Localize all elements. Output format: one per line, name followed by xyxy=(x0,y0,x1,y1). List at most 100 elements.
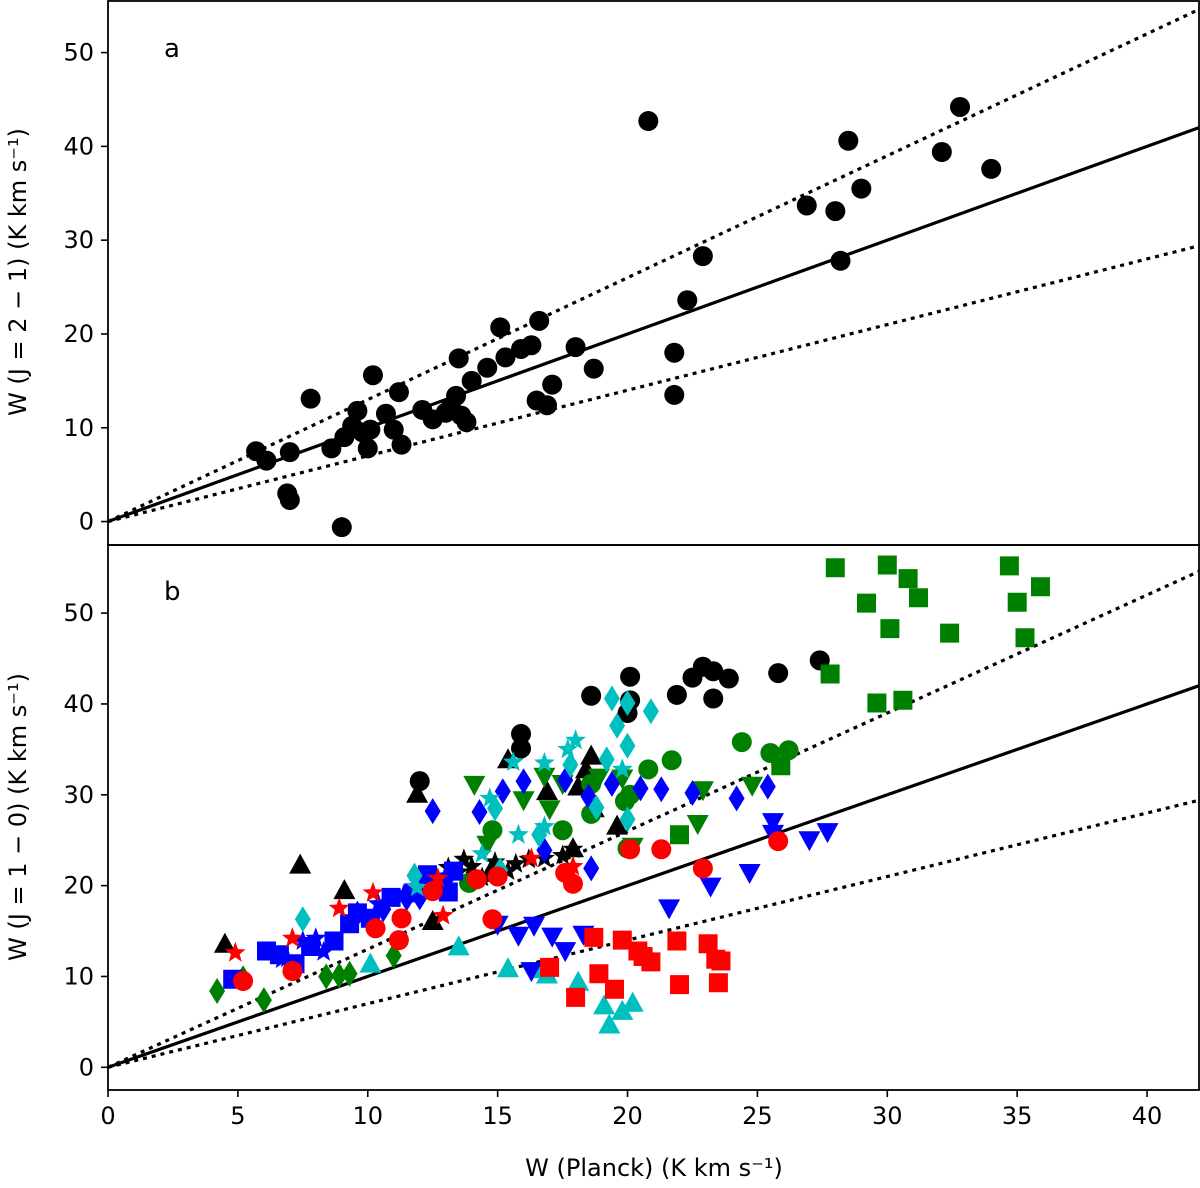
point-a-s0-15 xyxy=(375,403,396,424)
point-b-s8-13 xyxy=(438,882,458,902)
point-b-s16-2 xyxy=(362,881,384,902)
point-b-s7-8 xyxy=(653,776,670,803)
point-b-s14-12 xyxy=(605,979,624,999)
point-b-s0-12 xyxy=(718,668,739,689)
point-b-s5-5 xyxy=(611,769,634,790)
point-b-s11-5 xyxy=(619,690,636,716)
point-b-s3-1 xyxy=(877,555,897,575)
point-b-s1-7 xyxy=(536,780,558,801)
point-b-s4-9 xyxy=(482,820,503,841)
point-a-s0-34 xyxy=(529,310,550,331)
ytick-label: 40 xyxy=(63,690,94,718)
point-b-s10-6 xyxy=(520,962,543,983)
point-a-s0-51 xyxy=(981,158,1002,179)
point-b-s14-9 xyxy=(540,957,560,977)
point-b-s12-5 xyxy=(533,815,555,836)
point-b-s3-6 xyxy=(940,623,960,643)
point-b-s4-2 xyxy=(778,740,799,761)
point-b-s1-2 xyxy=(333,879,356,900)
point-b-s5-0 xyxy=(463,775,486,796)
point-b-s7-7 xyxy=(632,775,649,802)
xtick-label: 15 xyxy=(482,1102,513,1130)
point-b-s12-6 xyxy=(471,842,493,863)
point-b-s13-9 xyxy=(359,952,382,973)
xtick-label: 30 xyxy=(872,1102,903,1130)
point-b-s3-4 xyxy=(857,593,876,613)
point-b-s13-4 xyxy=(567,970,590,991)
point-a-s0-50 xyxy=(950,96,971,117)
point-a-s0-46 xyxy=(830,250,851,271)
point-b-s13-1 xyxy=(497,957,519,978)
point-b-s10-12 xyxy=(798,831,821,852)
x-axis-label: W (Planck) (K km s⁻¹) xyxy=(525,1154,783,1182)
point-b-s15-3 xyxy=(388,930,409,951)
point-b-s9-3 xyxy=(313,940,335,961)
point-a-s0-13 xyxy=(360,419,381,440)
point-a-s0-10 xyxy=(347,400,368,421)
point-b-s5-10 xyxy=(476,835,499,856)
point-b-s1-10 xyxy=(580,744,603,765)
point-b-s11-10 xyxy=(588,794,605,821)
panel-b-label: b xyxy=(164,577,181,607)
point-b-s10-13 xyxy=(816,823,839,844)
point-b-s11-3 xyxy=(562,751,579,778)
point-a-s0-32 xyxy=(521,335,542,356)
point-b-s5-1 xyxy=(512,791,535,812)
point-b-s11-0 xyxy=(294,906,311,933)
ytick-label: 30 xyxy=(63,781,94,809)
point-b-s12-0 xyxy=(479,787,501,808)
point-b-s0-0 xyxy=(409,771,430,792)
point-a-s0-48 xyxy=(851,178,872,199)
point-b-s4-4 xyxy=(638,759,659,780)
point-b-s12-7 xyxy=(406,876,428,897)
point-b-s15-5 xyxy=(422,881,443,902)
point-b-s7-11 xyxy=(759,773,776,800)
point-b-s6-4 xyxy=(341,960,358,987)
line-lower-panel-a xyxy=(108,244,1200,524)
point-a-s0-17 xyxy=(388,382,409,403)
point-b-s1-1 xyxy=(289,853,312,874)
point-a-s0-49 xyxy=(931,142,952,163)
point-b-s6-0 xyxy=(209,978,226,1004)
point-b-s15-7 xyxy=(482,909,503,930)
point-a-s0-23 xyxy=(446,385,467,406)
point-b-s3-2 xyxy=(898,569,918,589)
point-b-s2-8 xyxy=(552,844,573,865)
point-b-s3-13 xyxy=(893,690,913,710)
point-b-s12-4 xyxy=(508,823,529,844)
point-b-s7-0 xyxy=(424,798,441,825)
point-b-s4-7 xyxy=(614,791,635,812)
point-a-s0-29 xyxy=(490,317,511,338)
point-b-s3-5 xyxy=(880,619,900,639)
point-b-s5-2 xyxy=(533,767,556,788)
point-a-s0-44 xyxy=(796,195,817,216)
point-a-s0-40 xyxy=(664,342,685,363)
point-b-s7-1 xyxy=(471,799,488,825)
point-a-s0-18 xyxy=(391,434,412,455)
xtick-label: 20 xyxy=(612,1102,643,1130)
xtick-label: 40 xyxy=(1132,1102,1163,1130)
point-b-s5-8 xyxy=(686,815,709,835)
point-b-s16-0 xyxy=(224,941,246,962)
point-b-s5-7 xyxy=(741,776,764,797)
point-a-s0-36 xyxy=(542,374,563,395)
point-b-s16-7 xyxy=(328,897,350,918)
point-a-s0-37 xyxy=(565,337,586,358)
point-b-s7-6 xyxy=(603,770,620,797)
xtick-label: 5 xyxy=(230,1102,245,1130)
ytick-label: 50 xyxy=(63,39,94,67)
point-b-s6-3 xyxy=(331,962,348,989)
line-upper-panel-a xyxy=(108,7,1200,524)
point-b-s7-12 xyxy=(583,855,600,882)
point-b-s6-2 xyxy=(318,963,335,990)
point-b-s0-7 xyxy=(666,684,687,705)
point-b-s11-8 xyxy=(609,712,626,739)
point-a-s0-7 xyxy=(331,517,352,538)
point-a-s0-43 xyxy=(692,246,713,267)
point-b-s7-3 xyxy=(515,768,532,795)
ytick-label: 30 xyxy=(63,226,94,254)
point-a-s0-26 xyxy=(456,412,477,433)
xtick-label: 35 xyxy=(1002,1102,1033,1130)
point-a-s0-27 xyxy=(461,370,482,391)
